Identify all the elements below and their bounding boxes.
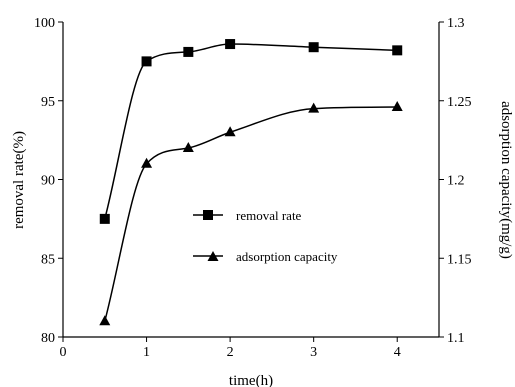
x-tick-label: 1 [143, 345, 150, 360]
x-tick-label: 3 [310, 345, 317, 360]
data-point-removal-rate [183, 46, 194, 57]
left-y-tick-label: 100 [34, 16, 55, 31]
data-point-removal-rate [225, 39, 236, 50]
legend-item-removal-rate: removal rate [193, 208, 302, 223]
x-tick-label: 0 [60, 345, 67, 360]
x-axis-title: time(h) [229, 373, 273, 387]
left-y-axis-title: removal rate(%) [11, 131, 27, 229]
right-y-tick-label: 1.1 [447, 331, 465, 346]
right-y-axis-ticks: 1.1 1.15 1.2 1.25 1.3 [439, 16, 472, 346]
right-y-tick-label: 1.3 [447, 16, 465, 31]
legend-label-removal-rate: removal rate [236, 208, 302, 223]
right-y-tick-label: 1.25 [447, 95, 472, 110]
plot-area [62, 22, 440, 338]
legend: removal rate adsorption capacity [193, 208, 338, 264]
right-y-axis-title: adsorption capacity(mg/g) [498, 101, 514, 259]
series-line-adsorption-capacity [104, 106, 398, 322]
left-y-tick-label: 90 [41, 174, 55, 189]
legend-square-marker [203, 210, 213, 220]
right-y-tick-label: 1.15 [447, 252, 472, 267]
x-axis-ticks: 0 1 2 3 4 [60, 337, 401, 360]
left-y-tick-label: 80 [41, 331, 55, 346]
data-point-adsorption-capacity [391, 101, 403, 112]
x-tick-label: 4 [394, 345, 401, 360]
right-y-tick-label: 1.2 [447, 174, 465, 189]
data-point-adsorption-capacity [182, 142, 194, 152]
data-point-adsorption-capacity [99, 315, 111, 326]
left-y-tick-label: 95 [41, 95, 55, 110]
series-layer [99, 39, 403, 326]
legend-label-adsorption-capacity: adsorption capacity [236, 249, 338, 264]
data-point-removal-rate [99, 213, 110, 224]
x-tick-label: 2 [227, 345, 234, 360]
data-point-adsorption-capacity [141, 157, 153, 168]
left-y-axis-ticks: 80 85 90 95 100 [34, 16, 63, 346]
series-line-removal-rate [104, 43, 398, 220]
data-point-removal-rate [392, 45, 403, 56]
left-y-tick-label: 85 [41, 252, 55, 267]
data-point-adsorption-capacity [224, 126, 236, 137]
data-point-removal-rate [141, 56, 152, 67]
legend-triangle-marker [207, 251, 219, 261]
data-point-adsorption-capacity [308, 102, 320, 113]
legend-item-adsorption-capacity: adsorption capacity [193, 249, 338, 264]
data-point-removal-rate [308, 42, 319, 53]
